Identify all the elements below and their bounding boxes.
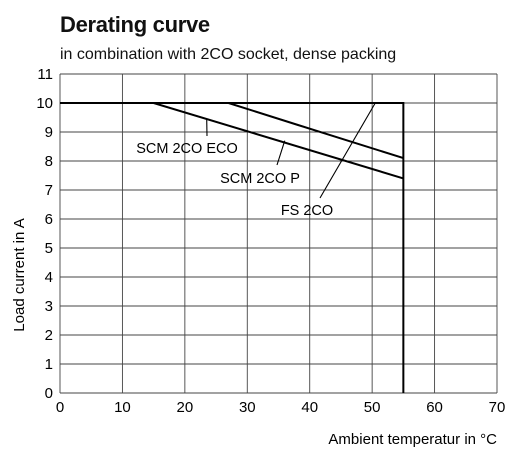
y-tick-label: 0 xyxy=(45,385,53,402)
y-tick-label: 3 xyxy=(45,298,53,315)
series-labels: SCM 2CO ECO SCM 2CO P FS 2CO xyxy=(136,102,376,219)
y-tick-label: 9 xyxy=(45,124,53,141)
x-tick-label: 20 xyxy=(177,399,194,416)
y-tick-label: 11 xyxy=(37,66,53,83)
y-tick-label: 10 xyxy=(36,95,53,112)
y-tick-label: 2 xyxy=(45,327,53,344)
series-line-fs-2co xyxy=(60,102,405,393)
series-label: SCM 2CO P xyxy=(220,171,300,187)
leader-line xyxy=(319,102,376,199)
x-tick-label: 70 xyxy=(489,399,506,416)
x-tick-label: 10 xyxy=(114,399,131,416)
grid xyxy=(59,73,498,394)
chart-subtitle: in combination with 2CO socket, dense pa… xyxy=(60,46,397,63)
y-axis-label: Load current in A xyxy=(11,218,28,331)
x-tick-label: 30 xyxy=(239,399,256,416)
x-axis-label: Ambient temperatur in °C xyxy=(328,431,497,448)
y-tick-label: 5 xyxy=(45,240,53,257)
x-tick-label: 40 xyxy=(301,399,318,416)
y-tick-label: 6 xyxy=(45,211,53,228)
x-tick-label: 60 xyxy=(426,399,443,416)
series-label: SCM 2CO ECO xyxy=(136,141,238,157)
y-tick-label: 1 xyxy=(45,356,53,373)
y-tick-label: 8 xyxy=(45,153,53,170)
chart-title: Derating curve xyxy=(60,12,210,37)
y-tick-label: 4 xyxy=(45,269,53,286)
series-label: FS 2CO xyxy=(281,203,333,219)
series-lines xyxy=(60,102,405,393)
leader-line xyxy=(276,140,286,166)
x-tick-label: 0 xyxy=(56,399,64,416)
x-tick-label: 50 xyxy=(364,399,381,416)
y-tick-label: 7 xyxy=(45,182,53,199)
tick-labels: 0 10 20 30 40 50 60 70 0 1 2 3 4 5 6 7 8 9 10 11 xyxy=(36,66,505,416)
